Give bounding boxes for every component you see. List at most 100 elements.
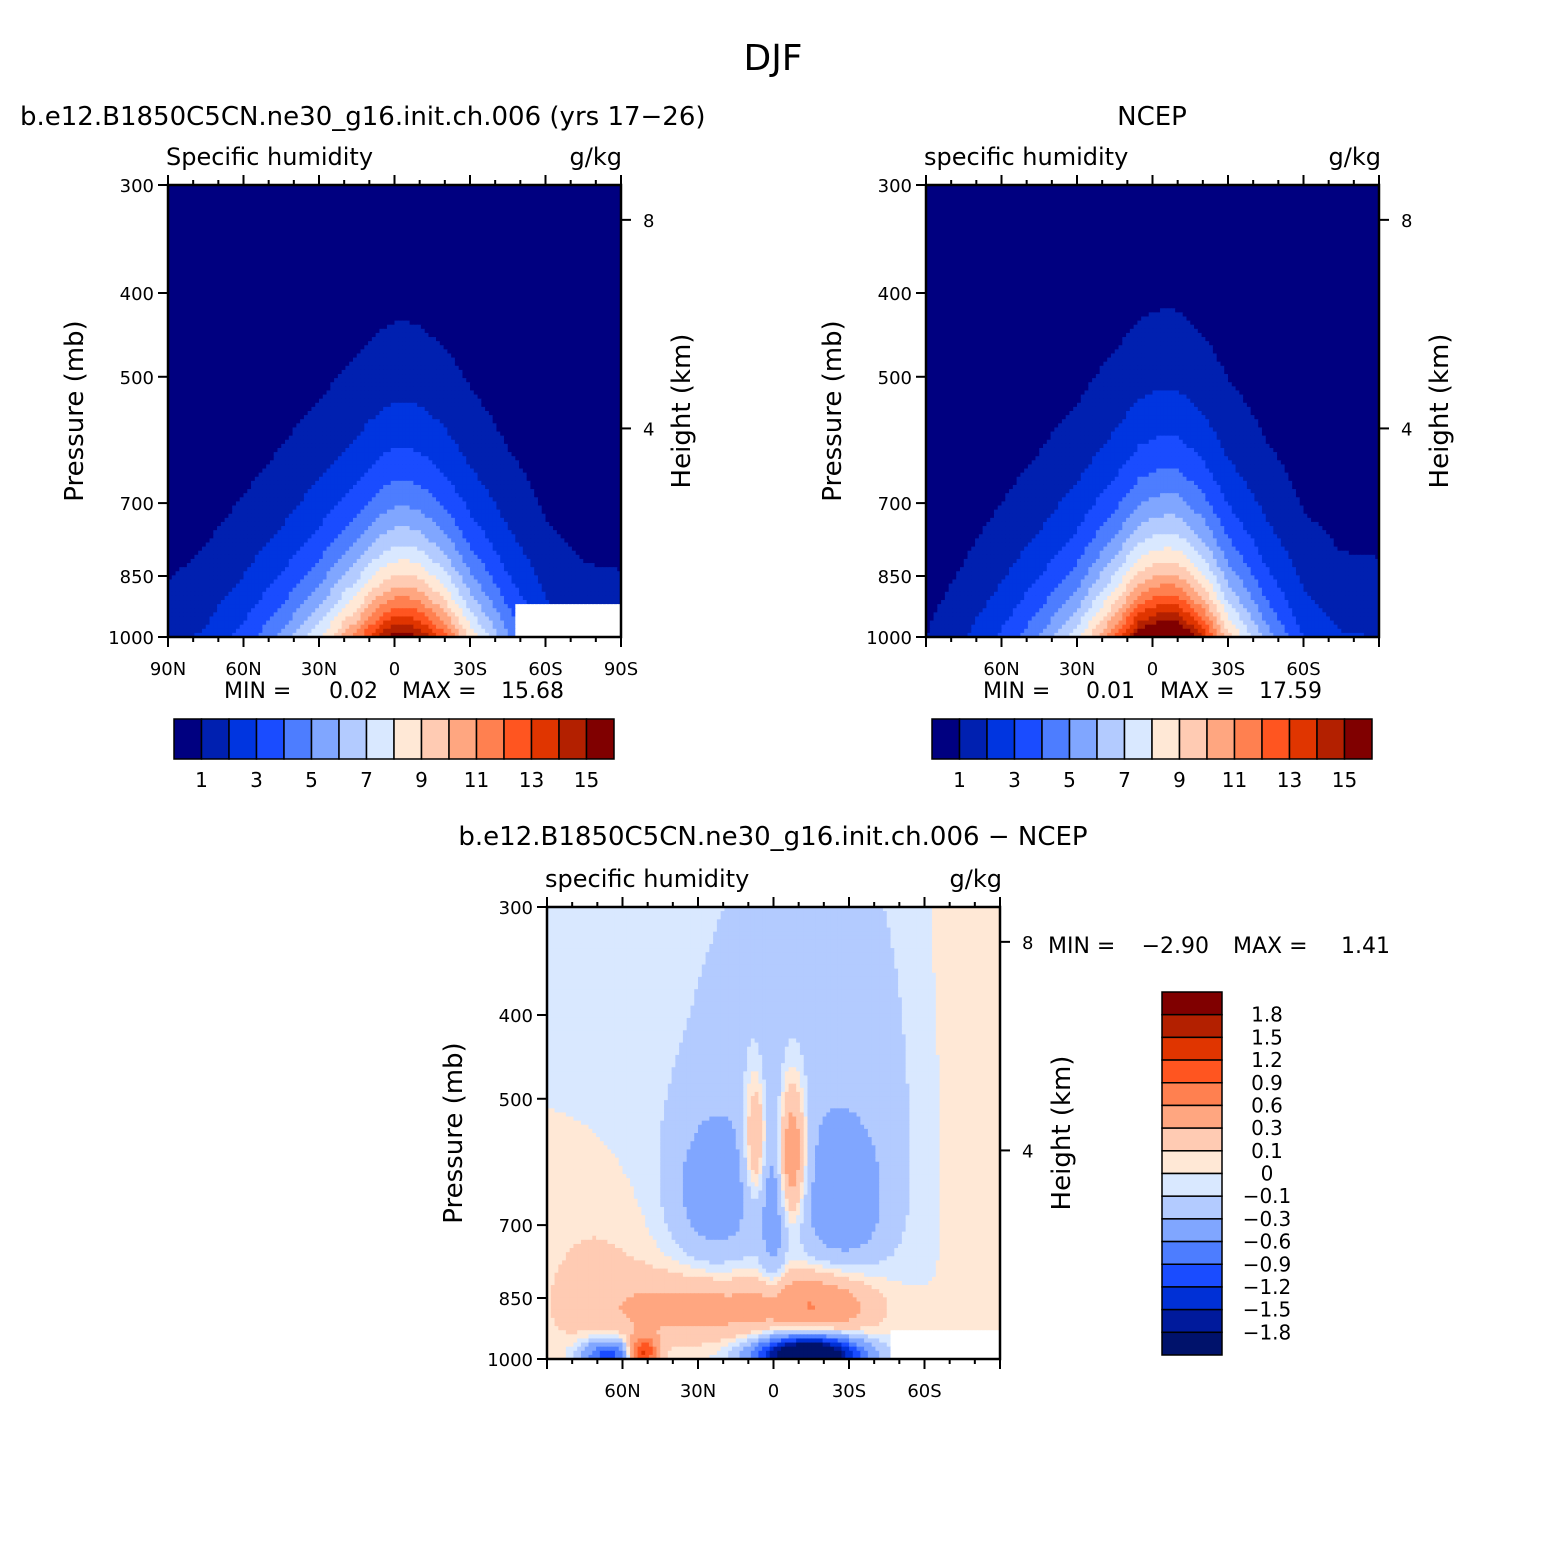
field-cell [213, 275, 217, 280]
field-cell [183, 353, 187, 358]
field-cell [462, 329, 466, 334]
field-cell [323, 206, 327, 211]
field-cell [247, 218, 251, 223]
field-cell [591, 312, 595, 317]
field-cell [546, 288, 550, 293]
field-cell [557, 312, 561, 317]
field-cell [515, 210, 519, 215]
field-cell [198, 226, 202, 231]
field-cell [436, 197, 440, 202]
field-cell [240, 234, 244, 239]
field-cell [485, 234, 489, 239]
field-cell [259, 267, 263, 272]
field-cell [421, 321, 425, 326]
field-cell [176, 321, 180, 326]
field-cell [270, 222, 274, 227]
field-cell [206, 288, 210, 293]
field-cell [172, 304, 176, 309]
field-cell [587, 259, 591, 264]
field-cell [277, 288, 281, 293]
field-cell [595, 267, 599, 272]
field-cell [406, 312, 410, 317]
field-cell [530, 234, 534, 239]
field-cell [221, 288, 225, 293]
field-cell [395, 284, 399, 289]
field-cell [300, 275, 304, 280]
field-cell [504, 308, 508, 313]
field-cell [500, 271, 504, 276]
field-cell [345, 263, 349, 268]
field-cell [546, 234, 550, 239]
field-cell [330, 206, 334, 211]
field-cell [319, 325, 323, 330]
field-cell [493, 247, 497, 252]
field-cell [349, 300, 353, 305]
field-cell [391, 263, 395, 268]
field-cell [191, 201, 195, 206]
field-cell [364, 304, 368, 309]
field-cell [496, 255, 500, 260]
field-cell [406, 275, 410, 280]
field-cell [395, 275, 399, 280]
field-cell [194, 206, 198, 211]
field-cell [183, 349, 187, 354]
field-cell [240, 271, 244, 276]
field-cell [315, 280, 319, 285]
field-cell [255, 251, 259, 256]
field-cell [187, 284, 191, 289]
field-cell [361, 243, 365, 248]
field-cell [194, 267, 198, 272]
field-cell [602, 288, 606, 293]
field-cell [432, 263, 436, 268]
field-cell [353, 197, 357, 202]
field-cell [364, 251, 368, 256]
field-cell [176, 353, 180, 358]
field-cell [489, 259, 493, 264]
field-cell [338, 329, 342, 334]
field-cell [512, 230, 516, 235]
field-cell [557, 201, 561, 206]
field-cell [308, 263, 312, 268]
field-cell [432, 333, 436, 338]
field-cell [368, 267, 372, 272]
field-cell [236, 284, 240, 289]
field-cell [398, 238, 402, 243]
field-cell [462, 349, 466, 354]
field-cell [613, 284, 617, 289]
field-cell [383, 201, 387, 206]
field-cell [300, 263, 304, 268]
field-cell [323, 333, 327, 338]
field-cell [470, 329, 474, 334]
field-cell [591, 329, 595, 334]
field-cell [357, 259, 361, 264]
field-cell [557, 222, 561, 227]
field-cell [357, 341, 361, 346]
field-cell [285, 349, 289, 354]
field-cell [225, 333, 229, 338]
field-cell [523, 238, 527, 243]
field-cell [334, 349, 338, 354]
field-cell [595, 197, 599, 202]
field-cell [455, 210, 459, 215]
field-cell [538, 206, 542, 211]
field-cell [353, 275, 357, 280]
field-cell [478, 247, 482, 252]
field-cell [395, 337, 399, 342]
field-cell [568, 222, 572, 227]
field-cell [285, 206, 289, 211]
field-cell [210, 218, 214, 223]
field-cell [289, 201, 293, 206]
field-cell [428, 271, 432, 276]
field-cell [515, 329, 519, 334]
field-cell [334, 243, 338, 248]
field-cell [210, 238, 214, 243]
field-cell [466, 316, 470, 321]
field-cell [485, 333, 489, 338]
field-cell [357, 243, 361, 248]
field-cell [251, 304, 255, 309]
field-cell [564, 222, 568, 227]
field-cell [413, 300, 417, 305]
field-cell [515, 193, 519, 198]
field-cell [610, 275, 614, 280]
field-cell [311, 329, 315, 334]
